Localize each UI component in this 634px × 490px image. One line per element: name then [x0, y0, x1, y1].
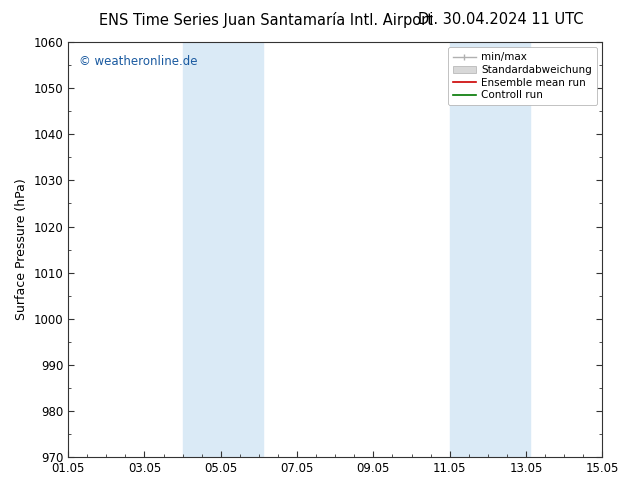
Text: ENS Time Series Juan Santamaría Intl. Airport: ENS Time Series Juan Santamaría Intl. Ai…	[100, 12, 433, 28]
Bar	[450, 42, 489, 457]
Text: © weatheronline.de: © weatheronline.de	[79, 54, 197, 68]
Legend: min/max, Standardabweichung, Ensemble mean run, Controll run: min/max, Standardabweichung, Ensemble me…	[448, 47, 597, 105]
Bar	[183, 42, 223, 457]
Bar	[223, 42, 262, 457]
Bar	[489, 42, 530, 457]
Text: Di. 30.04.2024 11 UTC: Di. 30.04.2024 11 UTC	[418, 12, 584, 27]
Y-axis label: Surface Pressure (hPa): Surface Pressure (hPa)	[15, 179, 28, 320]
